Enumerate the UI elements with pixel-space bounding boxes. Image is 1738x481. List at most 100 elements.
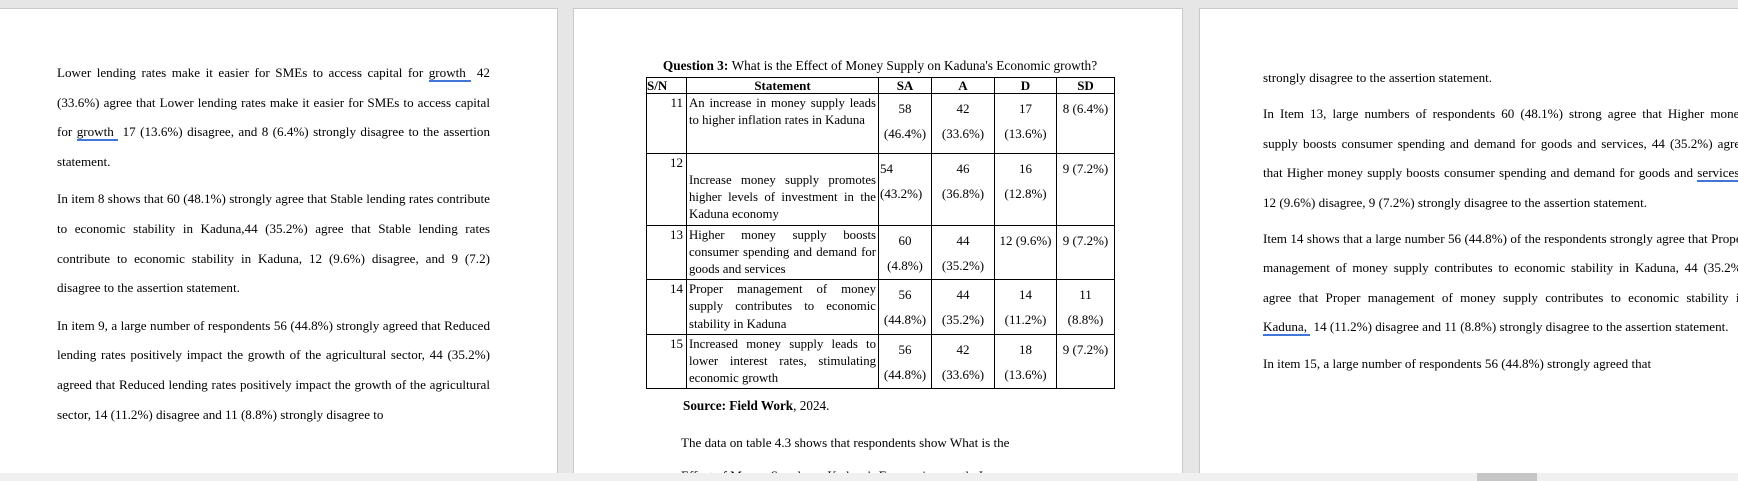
value-line: (35.2%) (941, 312, 985, 328)
d-cell: 12 (9.6%) (994, 224, 1057, 281)
paragraph: In Item 13, large numbers of respondents… (1263, 99, 1738, 217)
serial-number-cell: 13 (646, 224, 687, 281)
value-line: (11.2%) (1004, 312, 1047, 328)
sa-cell: 56 (44.8%) (878, 279, 932, 335)
serial-number-cell: 11 (646, 93, 687, 154)
statement-text: Increased money supply leads to lower in… (689, 336, 876, 386)
statement-cell: Increased money supply leads to lower in… (686, 333, 879, 390)
value-line: 56 (898, 341, 912, 357)
statement-text: Higher money supply boosts consumer spen… (689, 227, 876, 277)
text-run: In item 8 shows that 60 (48.1%) strongly… (57, 191, 490, 296)
column-header: SA (878, 77, 932, 94)
serial-number-cell: 14 (646, 279, 687, 335)
statement-cell: Higher money supply boosts consumer spen… (686, 224, 879, 281)
text-run: strongly disagree to the assertion state… (1263, 70, 1493, 85)
value-line: 54 (880, 161, 893, 176)
a-cell: 44 (35.2%) (931, 224, 995, 281)
grammar-underlined-text: services, (1697, 165, 1738, 183)
text-run: What is the Effect of Money Supply on Ka… (731, 58, 1098, 73)
a-cell: 42 (33.6%) (931, 333, 995, 390)
statement-cell: An increase in money supply leads to hig… (686, 93, 879, 154)
value-line: (36.8%) (941, 186, 985, 201)
right-page-text-column: strongly disagree to the assertion state… (1263, 63, 1738, 378)
a-cell: 46 (36.8%) (931, 153, 995, 226)
d-cell: 17 (13.6%) (994, 93, 1057, 154)
survey-results-table: S/N Statement SA A D SD 11 An increase in mone… (646, 77, 1115, 390)
horizontal-scrollbar-thumb[interactable] (1477, 473, 1537, 481)
paragraph: Item 14 shows that a large number 56 (44… (1263, 224, 1738, 342)
table-row: 13 Higher money supply boosts consumer sp… (646, 224, 1115, 281)
text-run: Lower lending rates make it easier for S… (57, 65, 429, 80)
table-row: 12 Increase money supply promotes higher … (646, 153, 1115, 226)
grammar-underlined-text: growth (428, 65, 472, 82)
table-row: 11 An increase in money supply leads to h… (646, 93, 1115, 154)
paragraph: In item 8 shows that 60 (48.1%) strongly… (57, 184, 490, 302)
value-line: 42 (956, 101, 970, 116)
value-line: (46.4%) (883, 126, 927, 141)
value-line: 58 (898, 101, 912, 116)
column-header: D (994, 77, 1057, 94)
horizontal-scrollbar[interactable] (0, 473, 1738, 481)
text-run: 12 (9.6%) disagree, 9 (7.2%) strongly di… (1263, 194, 1647, 210)
value-line: (44.8%) (883, 312, 927, 328)
text-run: 17 (13.6%) disagree, and 8 (6.4%) strong… (57, 124, 490, 169)
column-header: SD (1056, 77, 1115, 94)
paragraph: strongly disagree to the assertion state… (1263, 63, 1738, 92)
table-row: 14 Proper management of money supply cont… (646, 279, 1115, 335)
table-source-note: Source: Field Work, 2024. (683, 398, 1182, 414)
left-page-text-column: Lower lending rates make it easier for S… (57, 58, 490, 429)
grammar-underlined-text: Kaduna, (1263, 319, 1311, 337)
sd-cell: 9 (7.2%) (1056, 333, 1115, 390)
sa-cell: 58 (46.4%) (878, 93, 932, 154)
value-line: (33.6%) (941, 126, 985, 141)
value-line: (4.8%) (887, 257, 923, 273)
value-line: (12.8%) (1004, 186, 1047, 201)
column-header: Statement (686, 77, 879, 94)
value-line: (8.8%) (1067, 312, 1104, 328)
text-run: , 2024. (793, 398, 830, 414)
text-run: Item 14 shows that a large number 56 (44… (1263, 231, 1738, 305)
value-line: 56 (898, 287, 912, 303)
value-line: 9 (7.2%) (1062, 341, 1109, 357)
value-line: 14 (1019, 287, 1032, 303)
paragraph: In item 9, a large number of respondents… (57, 311, 490, 429)
paragraph: In item 15, a large number of respondent… (1263, 349, 1738, 378)
grammar-underlined-text: growth (76, 124, 119, 142)
value-line: 8 (6.4%) (1062, 101, 1109, 116)
paragraph: Lower lending rates make it easier for S… (57, 58, 490, 176)
value-line: (13.6%) (1004, 126, 1047, 141)
value-line: 9 (7.2%) (1062, 232, 1109, 248)
statement-text: Proper management of money supply contri… (689, 282, 876, 331)
text-run: Question 3: (662, 58, 732, 73)
d-cell: 16 (12.8%) (994, 153, 1057, 226)
value-line: (44.8%) (883, 366, 927, 382)
serial-number-cell: 12 (646, 153, 687, 226)
document-page-right: strongly disagree to the assertion state… (1199, 8, 1738, 474)
text-run: 42 (33.6%) agree that Lower lending rate… (57, 65, 490, 140)
statement-text: Increase money supply promotes higher le… (689, 173, 876, 222)
document-page-middle: Question 3: What is the Effect of Money … (573, 8, 1183, 481)
value-line: 44 (956, 232, 970, 248)
value-line: (33.6%) (941, 366, 985, 382)
value-line: 18 (1019, 341, 1032, 357)
sd-cell: 9 (7.2%) (1056, 153, 1115, 226)
column-header: A (931, 77, 995, 94)
value-line: (13.6%) (1004, 366, 1047, 382)
sa-cell: 54 (43.2%) (878, 153, 932, 226)
statement-cell: Proper management of money supply contri… (686, 279, 879, 335)
value-line: 60 (898, 232, 912, 248)
sa-cell: 60 (4.8%) (878, 224, 932, 281)
text-run: 14 (11.2%) disagree and 11 (8.8%) strong… (1310, 319, 1729, 335)
value-line: (35.2%) (941, 257, 985, 273)
value-line: 12 (9.6%) (999, 232, 1052, 248)
d-cell: 14 (11.2%) (994, 279, 1057, 335)
statement-text: An increase in money supply leads to hig… (689, 96, 876, 128)
a-cell: 42 (33.6%) (931, 93, 995, 154)
value-line: (43.2%) (880, 186, 923, 201)
text-run: Source: Field Work (683, 398, 794, 414)
value-line: 11 (1079, 287, 1092, 303)
d-cell: 18 (13.6%) (994, 333, 1057, 390)
statement-cell: Increase money supply promotes higher le… (686, 153, 879, 226)
column-header: S/N (646, 77, 687, 94)
table-header-row: S/N Statement SA A D SD (646, 77, 1115, 94)
